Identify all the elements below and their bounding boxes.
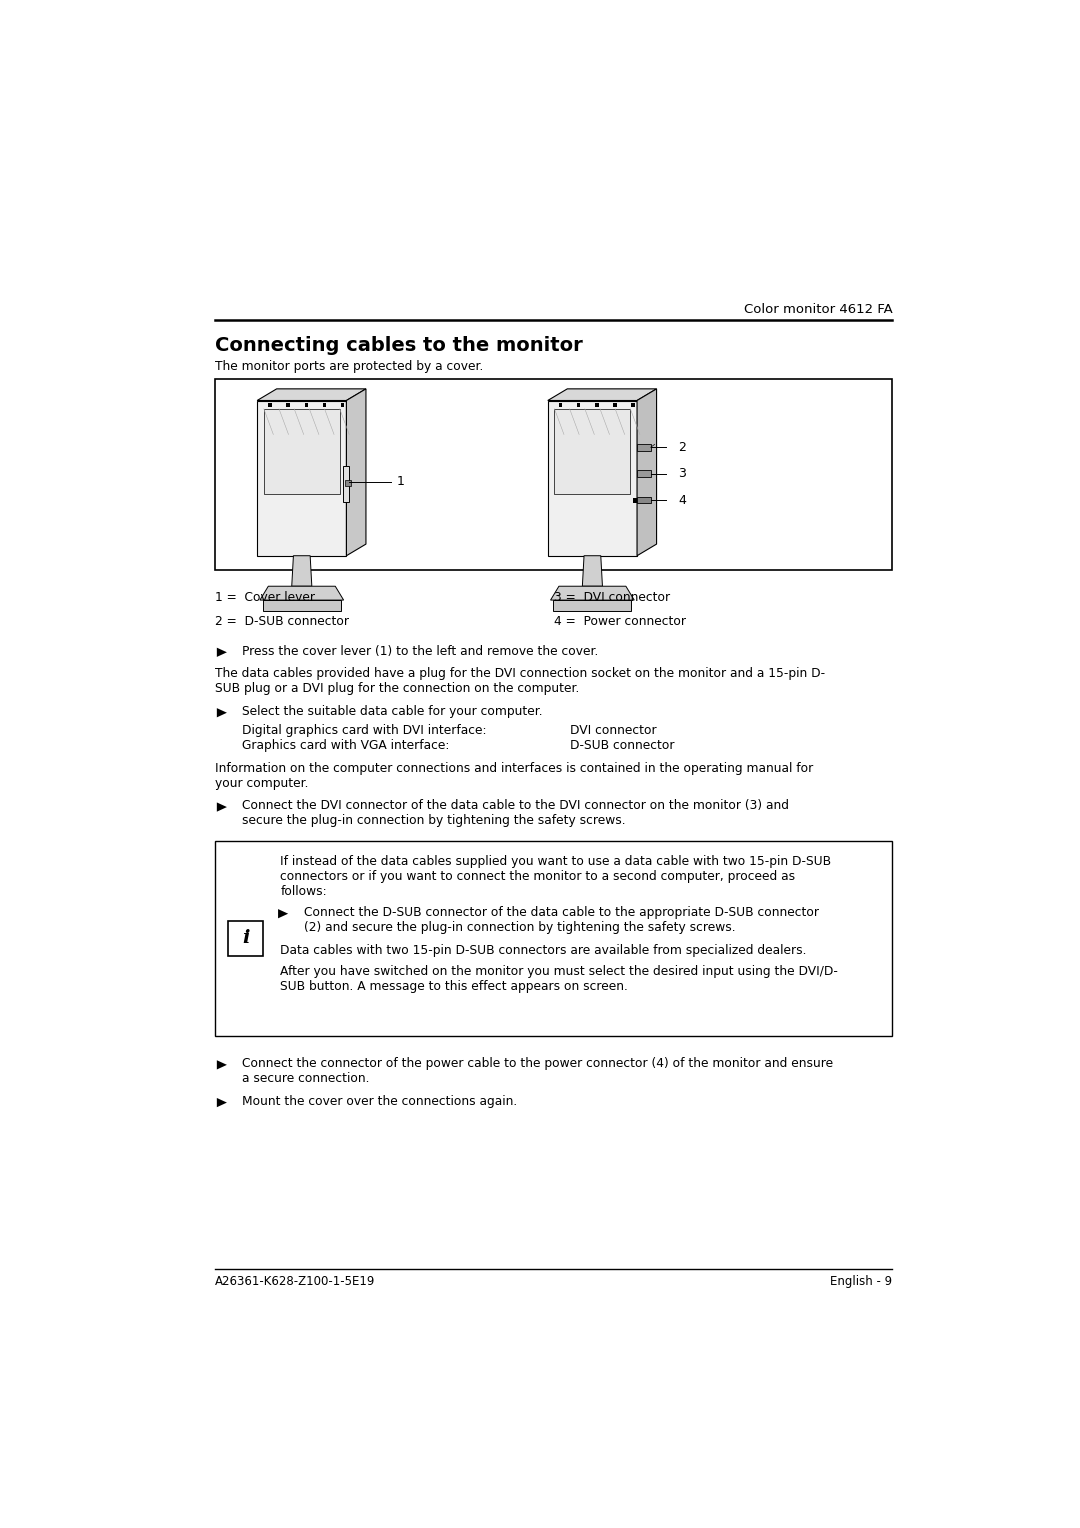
Bar <box>613 403 617 406</box>
Text: 3: 3 <box>678 468 686 480</box>
Polygon shape <box>217 1099 227 1108</box>
Polygon shape <box>260 587 343 601</box>
Bar <box>215 840 892 1036</box>
Polygon shape <box>548 388 657 400</box>
Text: SUB button. A message to this effect appears on screen.: SUB button. A message to this effect app… <box>281 979 629 993</box>
Bar <box>577 403 580 406</box>
Text: Graphics card with VGA interface:: Graphics card with VGA interface: <box>242 740 449 752</box>
Text: secure the plug-in connection by tightening the safety screws.: secure the plug-in connection by tighten… <box>242 814 626 827</box>
Polygon shape <box>257 400 347 556</box>
Bar <box>595 403 598 406</box>
Text: Select the suitable data cable for your computer.: Select the suitable data cable for your … <box>242 704 543 718</box>
Text: Color monitor 4612 FA: Color monitor 4612 FA <box>744 303 892 316</box>
Bar <box>264 410 340 494</box>
Bar <box>229 921 264 955</box>
Text: Connecting cables to the monitor: Connecting cables to the monitor <box>215 336 582 354</box>
Bar <box>323 403 326 406</box>
Text: Information on the computer connections and interfaces is contained in the opera: Information on the computer connections … <box>215 761 813 775</box>
Polygon shape <box>217 802 227 811</box>
Polygon shape <box>217 1060 227 1070</box>
Text: D-SUB connector: D-SUB connector <box>570 740 675 752</box>
Bar <box>286 403 289 406</box>
Bar <box>553 601 632 611</box>
Text: a secure connection.: a secure connection. <box>242 1073 370 1085</box>
Text: The data cables provided have a plug for the DVI connection socket on the monito: The data cables provided have a plug for… <box>215 668 825 680</box>
Text: 2 =  D-SUB connector: 2 = D-SUB connector <box>215 614 349 628</box>
Text: i: i <box>242 929 249 947</box>
Text: A26361-K628-Z100-1-5E19: A26361-K628-Z100-1-5E19 <box>215 1276 375 1288</box>
Polygon shape <box>217 707 227 717</box>
Text: Connect the D-SUB connector of the data cable to the appropriate D-SUB connector: Connect the D-SUB connector of the data … <box>303 906 819 918</box>
Polygon shape <box>637 388 657 556</box>
Text: 4: 4 <box>678 494 686 507</box>
Text: Connect the DVI connector of the data cable to the DVI connector on the monitor : Connect the DVI connector of the data ca… <box>242 799 789 813</box>
Text: 1: 1 <box>396 475 405 489</box>
Text: 2: 2 <box>678 440 686 454</box>
Text: DVI connector: DVI connector <box>570 724 657 736</box>
Text: Data cables with two 15-pin D-SUB connectors are available from specialized deal: Data cables with two 15-pin D-SUB connec… <box>281 944 807 957</box>
Bar <box>268 403 272 406</box>
Text: follows:: follows: <box>281 885 327 898</box>
Text: your computer.: your computer. <box>215 776 308 790</box>
Bar <box>632 403 635 406</box>
Text: Digital graphics card with DVI interface:: Digital graphics card with DVI interface… <box>242 724 487 736</box>
Polygon shape <box>292 556 312 587</box>
Text: The monitor ports are protected by a cover.: The monitor ports are protected by a cov… <box>215 361 483 373</box>
Polygon shape <box>217 648 227 657</box>
Text: Mount the cover over the connections again.: Mount the cover over the connections aga… <box>242 1096 517 1108</box>
Polygon shape <box>278 909 288 918</box>
Text: 4 =  Power connector: 4 = Power connector <box>554 614 686 628</box>
Text: Connect the connector of the power cable to the power connector (4) of the monit: Connect the connector of the power cable… <box>242 1057 834 1070</box>
Bar <box>637 471 651 477</box>
Polygon shape <box>548 400 637 556</box>
Polygon shape <box>582 556 603 587</box>
Bar <box>554 410 631 494</box>
Bar <box>633 498 637 503</box>
Bar <box>343 466 350 501</box>
Bar <box>341 403 345 406</box>
Bar <box>215 379 892 570</box>
Text: Press the cover lever (1) to the left and remove the cover.: Press the cover lever (1) to the left an… <box>242 645 598 657</box>
Polygon shape <box>551 587 634 601</box>
Bar <box>559 403 563 406</box>
Text: 1 =  Cover lever: 1 = Cover lever <box>215 591 314 605</box>
Bar <box>637 445 651 451</box>
Text: connectors or if you want to connect the monitor to a second computer, proceed a: connectors or if you want to connect the… <box>281 869 796 883</box>
Polygon shape <box>257 388 366 400</box>
Text: 3 =  DVI connector: 3 = DVI connector <box>554 591 670 605</box>
Bar <box>262 601 341 611</box>
Text: If instead of the data cables supplied you want to use a data cable with two 15-: If instead of the data cables supplied y… <box>281 854 832 868</box>
Text: SUB plug or a DVI plug for the connection on the computer.: SUB plug or a DVI plug for the connectio… <box>215 683 579 695</box>
Text: English - 9: English - 9 <box>831 1276 892 1288</box>
Bar <box>305 403 308 406</box>
Text: (2) and secure the plug-in connection by tightening the safety screws.: (2) and secure the plug-in connection by… <box>303 921 735 934</box>
Text: After you have switched on the monitor you must select the desired input using t: After you have switched on the monitor y… <box>281 964 838 978</box>
Bar <box>637 497 651 503</box>
Polygon shape <box>347 388 366 556</box>
Bar <box>346 480 351 486</box>
